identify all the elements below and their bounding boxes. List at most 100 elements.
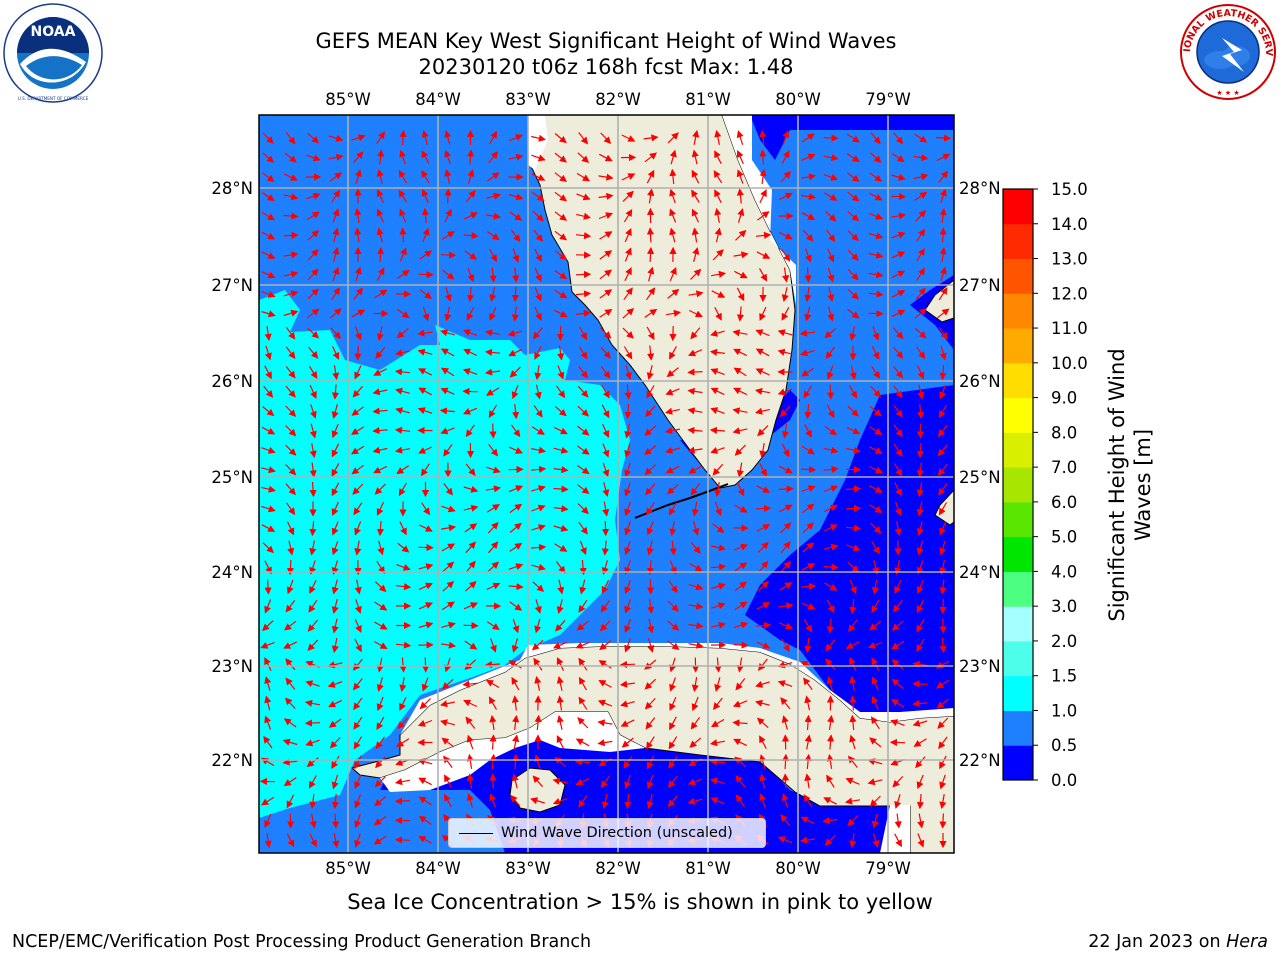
wave-direction-arrow [823,797,837,805]
wave-direction-arrow [734,756,747,768]
land-mask-east-coast [722,115,796,305]
wave-direction-arrow [913,154,929,162]
wave-direction-arrow [374,483,386,495]
wave-direction-arrow [578,132,589,145]
wave-direction-arrow [802,522,814,534]
wave-direction-arrow [915,209,927,222]
wave-direction-arrow [891,270,906,279]
wave-direction-arrow [599,289,613,299]
wave-direction-arrow [508,446,523,454]
wave-direction-arrow [328,699,343,708]
lat-tick-left-6: 28°N [211,179,253,198]
wave-direction-arrow [440,427,455,435]
wave-direction-arrow [599,231,613,240]
wave-direction-arrow [397,542,410,553]
wave-direction-arrow [463,231,479,240]
wave-direction-arrow [733,641,749,649]
wave-direction-arrow [939,188,947,204]
wave-direction-arrow [756,717,769,729]
wave-direction-arrow [354,794,362,809]
colorbar-tick-label-12: 10.0 [1051,354,1088,373]
wave-direction-arrow [870,716,880,730]
wave-direction-arrow [939,598,947,615]
wave-direction-arrow [508,348,523,357]
wave-direction-arrow [599,153,613,162]
wave-direction-arrow [353,502,363,516]
wave-direction-arrow [354,833,362,848]
wave-direction-arrow [376,677,384,692]
wave-direction-arrow [646,169,655,184]
wave-direction-arrow [554,191,568,202]
wave-direction-arrow [508,485,524,493]
wave-direction-arrow [261,310,276,318]
wave-direction-arrow [849,714,857,731]
wave-direction-arrow [512,714,520,730]
wave-direction-arrow [260,641,275,649]
wave-direction-arrow [691,208,700,223]
wave-direction-arrow [309,442,317,459]
wave-direction-arrow [665,309,682,317]
wave-direction-arrow [441,543,456,552]
wave-direction-arrow [489,773,497,789]
wave-direction-arrow [440,251,457,259]
wave-direction-arrow [443,483,453,496]
wave-direction-arrow [801,133,815,143]
wave-direction-arrow [916,774,924,790]
wave-direction-arrow [489,638,497,653]
wave-direction-arrow [532,775,544,788]
wave-direction-arrow [804,306,812,322]
wave-direction-arrow [894,482,902,497]
wave-direction-arrow [868,251,884,259]
wave-direction-arrow [893,404,903,418]
wave-direction-arrow [555,619,566,632]
wave-direction-arrow [307,308,320,319]
wave-direction-arrow [353,697,363,711]
wave-direction-arrow [309,423,317,439]
wave-direction-arrow [534,306,542,321]
wave-direction-arrow [575,270,592,279]
wave-direction-arrow [283,777,297,787]
lon-tick-top-4: 81°W [685,90,731,109]
wave-direction-arrow [620,719,635,727]
wave-direction-arrow [399,208,407,223]
wave-direction-arrow [709,758,726,766]
wave-direction-arrow [645,483,656,496]
wave-direction-arrow [260,796,275,806]
wave-direction-arrow [623,755,633,769]
wave-direction-arrow [664,427,681,435]
wave-direction-arrow [419,250,433,260]
wave-direction-arrow [399,657,407,673]
wave-direction-arrow [735,794,746,808]
wave-direction-arrow [442,580,455,592]
wave-direction-arrow [599,250,613,260]
wave-direction-arrow [399,227,407,243]
wave-direction-arrow [827,734,835,750]
wave-direction-arrow [780,561,792,573]
wave-direction-arrow [576,193,591,201]
lon-tick-bottom-0: 85°W [325,859,371,878]
colorbar-tick-label-4: 2.0 [1051,632,1077,651]
wave-direction-arrow [938,502,948,516]
wave-direction-arrow [779,582,793,591]
wave-direction-arrow [354,227,362,243]
wave-direction-arrow [756,485,771,493]
wave-direction-arrow [938,170,949,183]
wave-direction-arrow [646,246,655,263]
wave-direction-arrow [759,793,767,808]
map-plot-area [259,115,954,853]
wave-direction-arrow [486,192,501,200]
wave-direction-arrow [690,268,702,280]
wave-direction-arrow [669,696,677,711]
wave-direction-arrow [509,211,523,221]
wave-direction-arrow [464,250,478,260]
wave-direction-arrow [354,813,362,829]
wave-direction-arrow [644,308,658,318]
wave-direction-arrow [849,695,857,711]
wave-direction-arrow [512,734,520,750]
wave-direction-arrow [351,464,364,475]
wave-direction-arrow [624,228,632,243]
wave-direction-arrow [531,563,546,571]
colorbar-tick-label-13: 11.0 [1051,319,1088,338]
wave-direction-arrow [397,308,410,319]
wave-direction-arrow [894,520,902,537]
